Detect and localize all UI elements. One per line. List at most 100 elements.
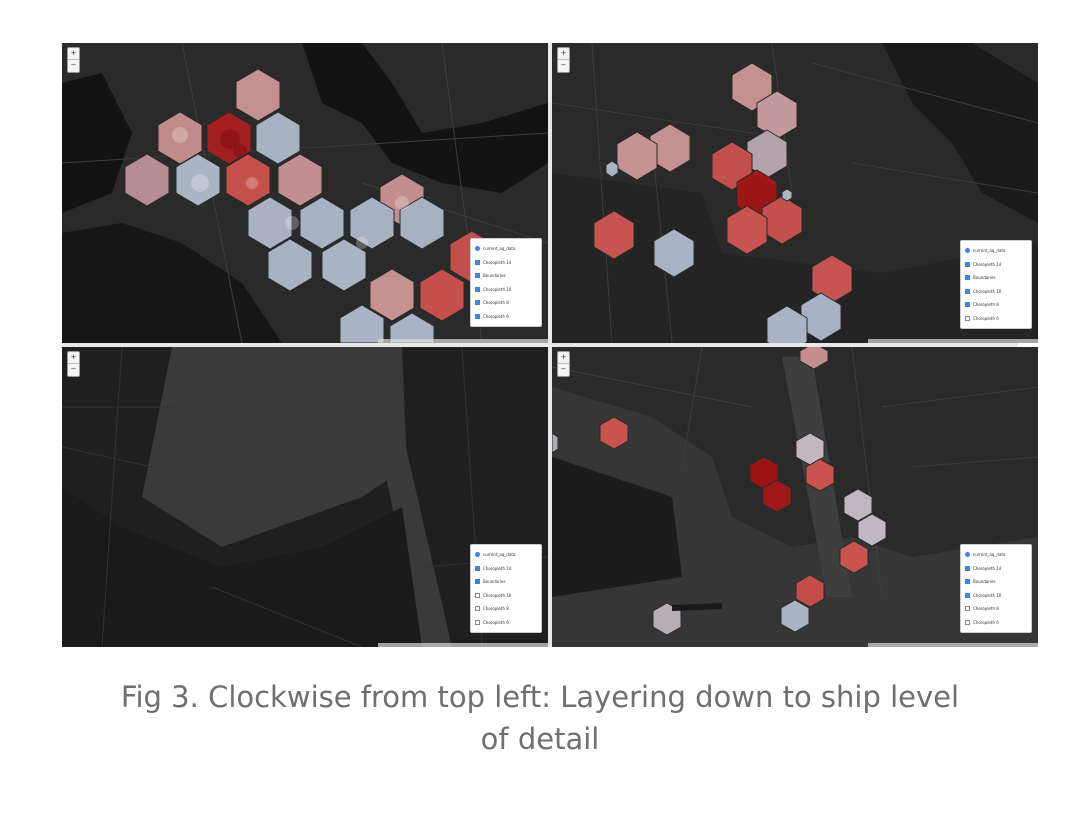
map-panel-top-right[interactable]: + − current_aq_data Choropleth 14 Boundari…: [552, 43, 1038, 343]
layer-label: Choropleth 14: [483, 565, 512, 571]
layer-option[interactable]: Choropleth 6: [965, 616, 1027, 630]
layer-checkbox[interactable]: [965, 315, 970, 321]
layer-checkbox[interactable]: [965, 579, 970, 585]
layer-option[interactable]: Choropleth 10: [475, 283, 537, 297]
layer-radio[interactable]: [965, 248, 970, 254]
layer-checkbox[interactable]: [965, 606, 970, 612]
layer-checkbox[interactable]: [965, 261, 970, 267]
layer-option[interactable]: Boundaries: [965, 575, 1027, 589]
layer-option[interactable]: Choropleth 8: [475, 602, 537, 616]
layer-checkbox[interactable]: [965, 592, 970, 598]
layer-option[interactable]: current_aq_data: [475, 242, 537, 256]
layer-label: Choropleth 14: [483, 259, 512, 265]
layer-checkbox[interactable]: [965, 565, 970, 571]
layer-checkbox[interactable]: [475, 313, 480, 319]
layer-option[interactable]: Choropleth 10: [965, 285, 1027, 299]
zoom-out-button[interactable]: −: [558, 59, 569, 71]
layer-option[interactable]: Choropleth 6: [965, 312, 1027, 326]
layer-radio[interactable]: [475, 246, 480, 252]
layer-checkbox[interactable]: [475, 592, 480, 598]
caption-line-2: of detail: [480, 722, 600, 756]
layer-control: current_aq_data Choropleth 14 Boundaries Ch…: [470, 544, 542, 633]
zoom-control: + −: [557, 47, 570, 73]
map-panel-bottom-left[interactable]: + − current_aq_data Choropleth 14 Boundari…: [62, 347, 548, 647]
layer-checkbox[interactable]: [475, 300, 480, 306]
layer-label: Choropleth 14: [973, 261, 1002, 267]
zoom-control: + −: [557, 351, 570, 377]
map-panel-top-left[interactable]: + − current_aq_data Choropleth 14 Boundari…: [62, 43, 548, 343]
layer-checkbox[interactable]: [965, 302, 970, 308]
layer-label: current_aq_data: [483, 246, 516, 252]
layer-option[interactable]: Choropleth 6: [475, 616, 537, 630]
map-canvas[interactable]: [552, 347, 1038, 647]
layer-label: current_aq_data: [973, 248, 1006, 254]
caption-line-1: Fig 3. Clockwise from top left: Layering…: [120, 680, 960, 714]
zoom-control: + −: [67, 47, 80, 73]
map-attribution[interactable]: [868, 339, 1038, 343]
layer-checkbox[interactable]: [965, 288, 970, 294]
layer-option[interactable]: Boundaries: [475, 575, 537, 589]
zoom-out-button[interactable]: −: [68, 59, 79, 71]
layer-checkbox[interactable]: [965, 619, 970, 625]
layer-option[interactable]: Boundaries: [965, 271, 1027, 285]
layer-option[interactable]: current_aq_data: [965, 548, 1027, 562]
layer-option[interactable]: Choropleth 14: [475, 256, 537, 270]
layer-checkbox[interactable]: [475, 286, 480, 292]
layer-label: Choropleth 6: [973, 315, 999, 321]
layer-option[interactable]: Boundaries: [475, 269, 537, 283]
layer-option[interactable]: current_aq_data: [475, 548, 537, 562]
layer-label: Choropleth 14: [973, 565, 1002, 571]
layer-label: current_aq_data: [483, 552, 516, 558]
layer-option[interactable]: Choropleth 14: [965, 258, 1027, 272]
zoom-in-button[interactable]: +: [70, 353, 77, 361]
zoom-in-button[interactable]: +: [560, 49, 567, 57]
layer-option[interactable]: Choropleth 8: [965, 298, 1027, 312]
layer-checkbox[interactable]: [475, 273, 480, 279]
map-attribution[interactable]: [378, 643, 548, 647]
layer-label: Choropleth 8: [973, 606, 999, 612]
layer-label: Boundaries: [483, 579, 506, 585]
layer-label: Choropleth 8: [973, 302, 999, 308]
layer-label: Choropleth 8: [483, 300, 509, 306]
layer-label: current_aq_data: [973, 552, 1006, 558]
layer-radio[interactable]: [965, 552, 970, 558]
layer-label: Choropleth 10: [973, 288, 1002, 294]
layer-label: Boundaries: [483, 273, 506, 279]
layer-option[interactable]: Choropleth 8: [475, 296, 537, 310]
zoom-in-button[interactable]: +: [560, 353, 567, 361]
layer-label: Choropleth 6: [973, 619, 999, 625]
layer-radio[interactable]: [475, 552, 480, 558]
layer-checkbox[interactable]: [475, 606, 480, 612]
zoom-in-button[interactable]: +: [70, 49, 77, 57]
map-attribution[interactable]: [868, 643, 1038, 647]
layer-checkbox[interactable]: [475, 579, 480, 585]
layer-option[interactable]: current_aq_data: [965, 244, 1027, 258]
map-attribution[interactable]: [378, 339, 548, 343]
map-canvas[interactable]: [62, 347, 548, 647]
map-panel-bottom-right[interactable]: + − current_aq_data Choropleth 14 Boundari…: [552, 347, 1038, 647]
layer-label: Boundaries: [973, 579, 996, 585]
zoom-out-button[interactable]: −: [68, 363, 79, 375]
layer-option[interactable]: Choropleth 8: [965, 602, 1027, 616]
layer-label: Boundaries: [973, 275, 996, 281]
zoom-control: + −: [67, 351, 80, 377]
layer-checkbox[interactable]: [965, 275, 970, 281]
layer-option[interactable]: Choropleth 10: [965, 589, 1027, 603]
layer-label: Choropleth 8: [483, 606, 509, 612]
layer-control: current_aq_data Choropleth 14 Boundaries Ch…: [960, 240, 1032, 329]
layer-control: current_aq_data Choropleth 14 Boundaries Ch…: [960, 544, 1032, 633]
layer-checkbox[interactable]: [475, 565, 480, 571]
layer-option[interactable]: Choropleth 14: [475, 562, 537, 576]
layer-checkbox[interactable]: [475, 259, 480, 265]
map-canvas[interactable]: [62, 43, 548, 343]
layer-label: Choropleth 10: [973, 592, 1002, 598]
figure-caption: Fig 3. Clockwise from top left: Layering…: [40, 676, 1040, 760]
layer-option[interactable]: Choropleth 14: [965, 562, 1027, 576]
zoom-out-button[interactable]: −: [558, 363, 569, 375]
map-canvas[interactable]: [552, 43, 1038, 343]
layer-label: Choropleth 10: [483, 592, 512, 598]
layer-label: Choropleth 6: [483, 619, 509, 625]
layer-checkbox[interactable]: [475, 619, 480, 625]
layer-option[interactable]: Choropleth 6: [475, 310, 537, 324]
layer-option[interactable]: Choropleth 10: [475, 589, 537, 603]
